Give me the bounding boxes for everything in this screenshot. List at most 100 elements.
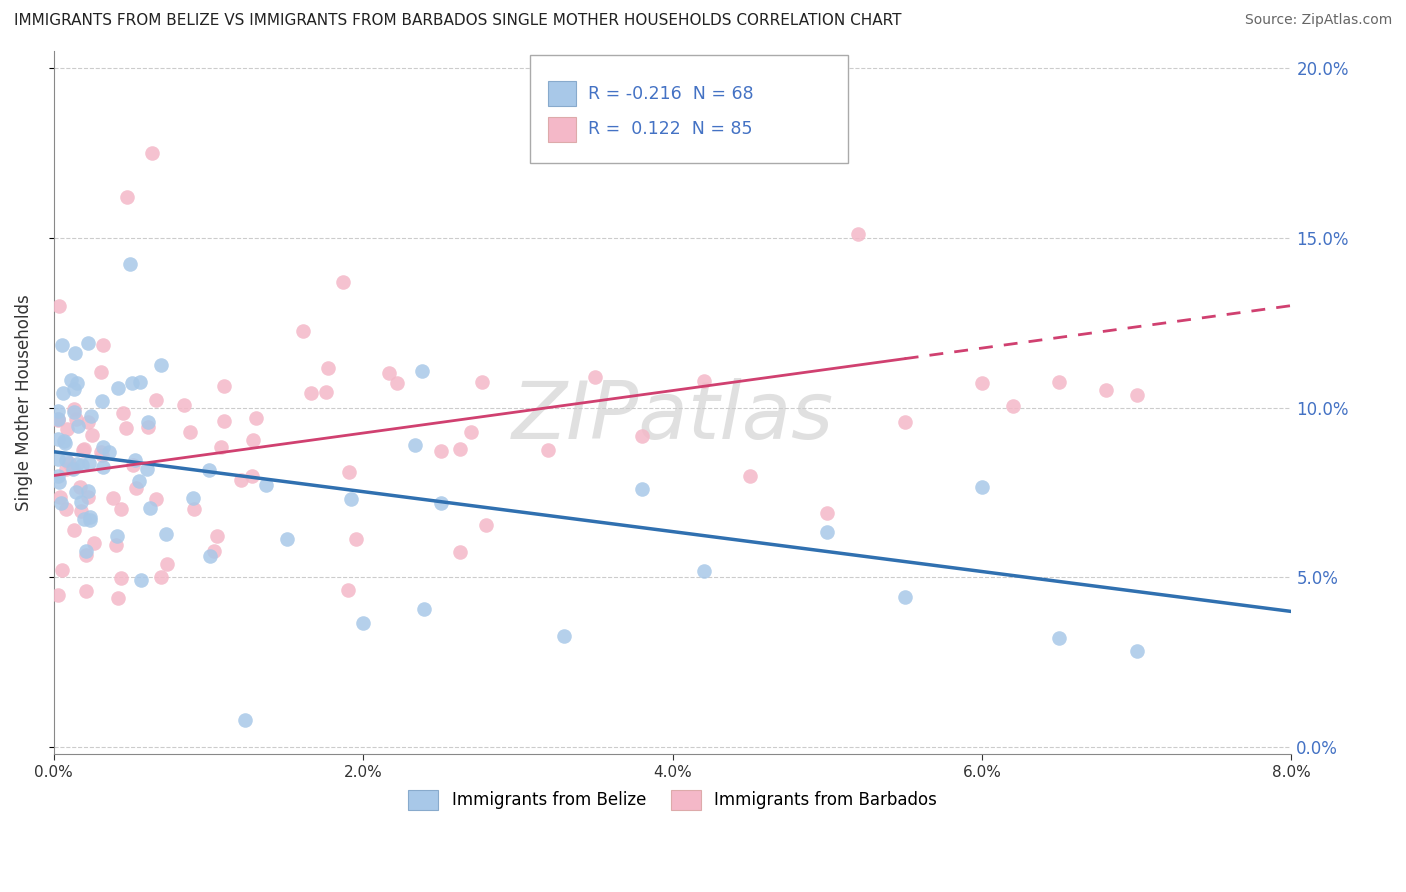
Point: [55, 462, 77, 476]
Point: [209, 440, 232, 454]
Point: [75, 548, 97, 562]
Point: [291, 324, 314, 338]
Point: [231, 473, 253, 487]
Point: [115, 190, 138, 204]
Text: R =  0.122  N = 85: R = 0.122 N = 85: [588, 120, 752, 138]
Point: [475, 518, 498, 533]
Point: [377, 366, 399, 380]
Point: [385, 376, 408, 391]
Point: [122, 458, 145, 473]
Point: [107, 529, 129, 543]
Point: [60, 460, 83, 475]
Point: [63, 402, 86, 417]
Point: [51, 337, 73, 351]
Point: [90, 365, 112, 379]
Point: [55, 453, 77, 467]
Point: [429, 496, 451, 510]
Point: [299, 386, 322, 401]
Point: [62, 382, 84, 396]
Point: [846, 227, 869, 242]
Point: [344, 532, 367, 546]
Text: Source: ZipAtlas.com: Source: ZipAtlas.com: [1244, 13, 1392, 28]
Point: [80, 409, 103, 423]
Point: [48, 299, 70, 313]
Point: [553, 629, 575, 643]
Point: [1094, 383, 1116, 397]
Point: [77, 456, 100, 470]
Point: [111, 407, 134, 421]
Point: [413, 602, 436, 616]
Point: [970, 479, 993, 493]
Point: [583, 370, 606, 384]
Point: [49, 495, 72, 509]
Point: [181, 491, 204, 505]
Point: [893, 415, 915, 429]
Point: [121, 376, 143, 390]
Point: [202, 544, 225, 558]
Point: [107, 591, 129, 605]
Point: [70, 504, 93, 518]
Point: [118, 257, 141, 271]
Point: [59, 373, 82, 387]
Point: [69, 480, 91, 494]
Point: [76, 415, 98, 429]
Point: [90, 449, 112, 463]
Point: [138, 415, 160, 429]
Point: [129, 375, 152, 389]
Point: [207, 528, 229, 542]
Point: [254, 478, 277, 492]
Point: [1126, 388, 1149, 402]
Point: [145, 492, 167, 507]
Point: [125, 481, 148, 495]
Point: [970, 376, 993, 390]
Point: [58, 456, 80, 470]
Point: [815, 506, 838, 520]
Point: [630, 429, 652, 443]
Point: [66, 457, 89, 471]
Point: [66, 376, 89, 390]
Point: [173, 398, 195, 412]
Point: [124, 453, 146, 467]
Point: [91, 440, 114, 454]
Point: [893, 590, 915, 604]
Point: [276, 532, 298, 546]
Point: [79, 512, 101, 526]
Point: [198, 463, 221, 477]
Point: [145, 392, 167, 407]
Point: [183, 501, 205, 516]
Point: [97, 444, 120, 458]
Point: [70, 458, 93, 472]
Point: [48, 469, 70, 483]
Text: IMMIGRANTS FROM BELIZE VS IMMIGRANTS FROM BARBADOS SINGLE MOTHER HOUSEHOLDS CORR: IMMIGRANTS FROM BELIZE VS IMMIGRANTS FRO…: [14, 13, 901, 29]
Point: [67, 418, 90, 433]
Point: [242, 433, 264, 447]
Point: [336, 583, 359, 598]
Text: ZIPatlas: ZIPatlas: [512, 377, 834, 456]
Point: [65, 411, 87, 425]
Point: [48, 451, 70, 466]
Point: [48, 411, 70, 425]
Point: [91, 337, 114, 351]
Point: [332, 275, 354, 289]
Point: [55, 501, 77, 516]
Point: [692, 564, 714, 578]
Point: [91, 460, 114, 475]
Point: [136, 420, 159, 434]
Point: [65, 346, 87, 360]
Point: [76, 335, 98, 350]
Point: [233, 713, 256, 727]
Point: [1001, 399, 1024, 413]
Point: [72, 443, 94, 458]
Point: [214, 379, 236, 393]
Point: [48, 475, 70, 490]
Point: [79, 510, 101, 524]
Point: [692, 374, 714, 388]
Point: [471, 376, 494, 390]
Point: [128, 474, 150, 488]
Point: [630, 483, 652, 497]
Point: [149, 569, 172, 583]
Point: [245, 411, 267, 425]
Point: [55, 422, 77, 436]
Point: [76, 484, 98, 499]
Point: [75, 544, 97, 558]
